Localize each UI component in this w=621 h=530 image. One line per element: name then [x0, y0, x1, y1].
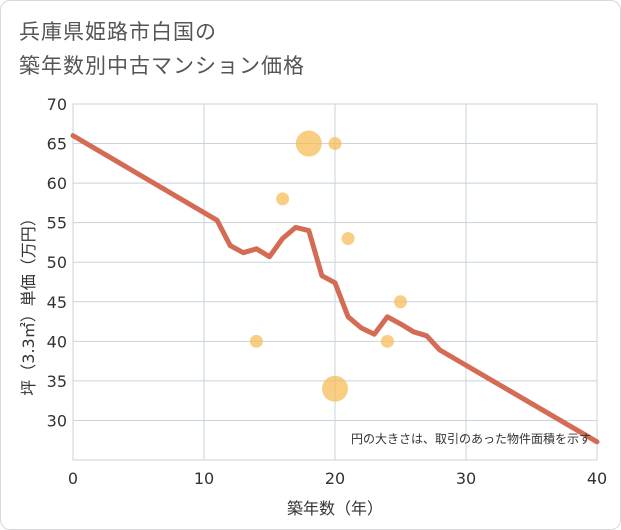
y-tick-label: 35 [47, 372, 67, 391]
chart-title-line-2: 築年数別中古マンション価格 [19, 54, 305, 78]
x-tick-label: 0 [68, 469, 78, 488]
x-tick-label: 20 [325, 469, 345, 488]
chart-title: 兵庫県姫路市白国の 築年数別中古マンション価格 [19, 15, 305, 83]
y-tick-label: 40 [47, 332, 67, 351]
bubble-point [341, 231, 355, 245]
bubble-point [249, 334, 263, 348]
y-axis-label: 坪（3.3㎡）単価（万円） [19, 210, 38, 395]
y-tick-label: 30 [47, 411, 67, 430]
x-axis-label: 築年数（年） [287, 499, 383, 518]
y-tick-label: 60 [47, 174, 67, 193]
y-tick-label: 45 [47, 293, 67, 312]
x-tick-label: 30 [456, 469, 476, 488]
y-tick-label: 55 [47, 214, 67, 233]
plot-area-border [72, 103, 598, 461]
bubble-size-note: 円の大きさは、取引のあった物件面積を示す [351, 431, 591, 446]
bubble-series [249, 130, 407, 402]
bubble-point [394, 295, 407, 309]
bubble-point [380, 334, 394, 348]
y-axis-ticks: 30 35 40 45 50 55 60 65 70 [47, 95, 67, 430]
chart-title-line-1: 兵庫県姫路市白国の [19, 20, 217, 44]
trend-line [70, 133, 600, 445]
x-tick-label: 10 [194, 469, 214, 488]
bubble-point [328, 137, 342, 151]
y-tick-label: 50 [47, 253, 67, 272]
y-tick-label: 65 [47, 135, 67, 154]
x-tick-label: 40 [587, 469, 607, 488]
bubble-point [322, 375, 348, 402]
y-tick-label: 70 [47, 95, 67, 114]
bubble-point [295, 130, 322, 157]
x-axis-ticks: 0 10 20 30 40 [68, 469, 607, 488]
bubble-point [276, 192, 290, 206]
